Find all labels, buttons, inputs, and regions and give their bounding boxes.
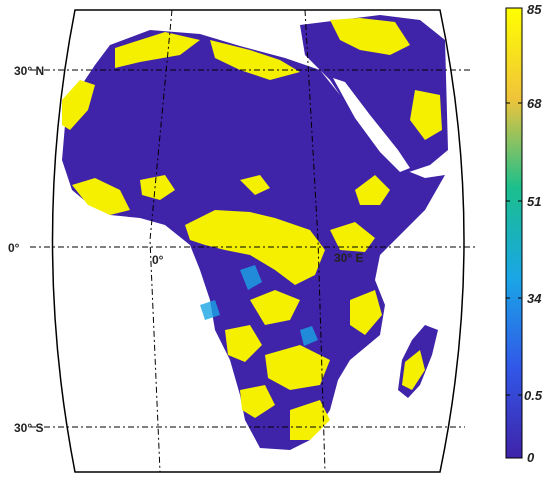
lat-label-30n: 30° N	[14, 64, 44, 78]
graticule	[30, 9, 475, 473]
arabia-landmass	[300, 15, 448, 175]
lon-label-30e: 30° E	[334, 251, 363, 265]
colorbar-label-51: 51	[527, 194, 541, 209]
colorbar-label-0-5: 0.5	[524, 388, 543, 403]
colorbar	[505, 7, 523, 459]
colorbar-label-68: 68	[527, 96, 542, 111]
lon-label-0: 0°	[152, 253, 164, 267]
colorbar-ticks	[506, 102, 522, 396]
red-sea	[333, 78, 410, 172]
lat-label-equator: 0°	[8, 241, 20, 255]
mid-value-zones	[200, 265, 318, 346]
lat-label-30s: 30° S	[14, 421, 43, 435]
colorbar-label-0: 0	[527, 450, 535, 465]
high-value-zones	[62, 18, 442, 440]
colorbar-label-34: 34	[527, 291, 542, 306]
colorbar-label-85: 85	[527, 2, 542, 17]
